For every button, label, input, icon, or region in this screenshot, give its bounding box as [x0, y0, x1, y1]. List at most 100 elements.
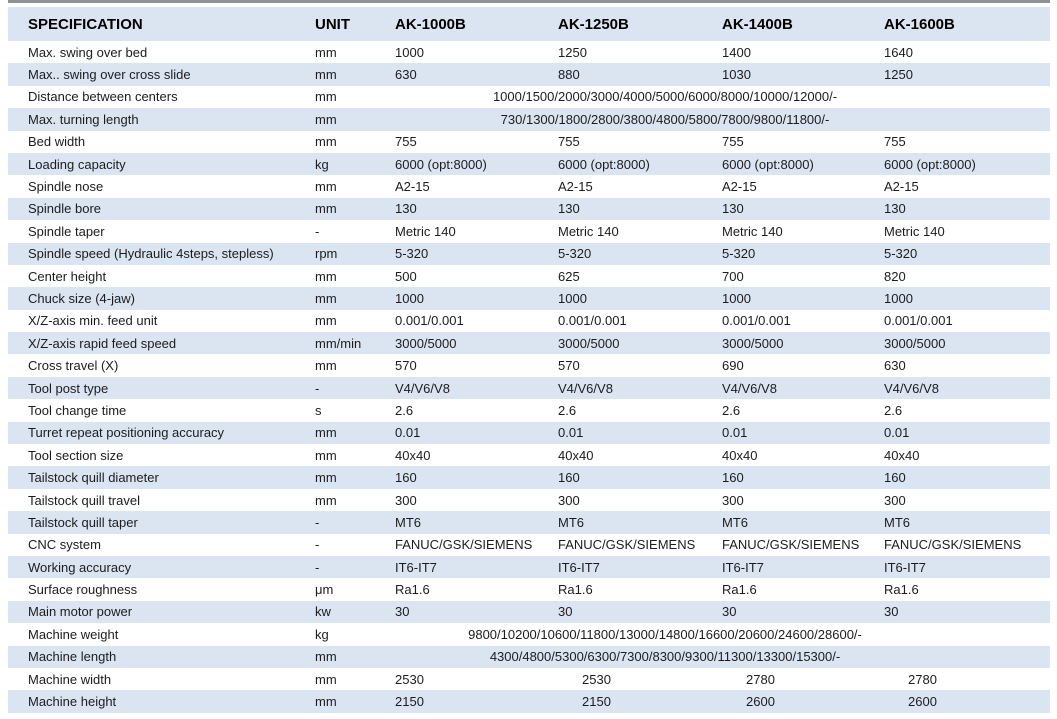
spec-label-cell: Machine width — [28, 671, 112, 687]
table-row: Tool post type - V4/V6/V8 V4/V6/V8 V4/V6/V8 V… — [8, 376, 1050, 400]
value-cell: 300 — [558, 492, 580, 508]
value-cell: FANUC/GSK/SIEMENS — [722, 537, 860, 553]
value-cell: V4/V6/V8 — [558, 380, 613, 396]
spanning-value-cell: 4300/4800/5300/6300/7300/8300/9300/11300… — [489, 649, 841, 665]
unit-cell: μm — [315, 582, 334, 598]
unit-cell: mm — [315, 134, 337, 150]
table-row: Bed width mm 755 755 755 755 — [8, 130, 1050, 153]
table-row: Tool change time s 2.6 2.6 2.6 2.6 — [8, 399, 1050, 422]
value-cell: 700 — [722, 268, 744, 284]
value-cell: 630 — [884, 358, 906, 374]
value-cell: 2530 — [395, 671, 424, 687]
value-cell: 1000 — [884, 290, 913, 306]
table-row: Machine width mm 2530 2530 2780 2780 — [8, 667, 1050, 691]
value-cell: 820 — [884, 268, 906, 284]
value-cell: IT6-IT7 — [558, 559, 600, 575]
spec-label-cell: Machine height — [28, 694, 117, 710]
table-row: X/Z-axis min. feed unit mm 0.001/0.001 0.00… — [8, 309, 1050, 333]
spec-label-cell: Center height — [28, 268, 107, 284]
value-cell: 160 — [558, 470, 580, 486]
value-cell: 300 — [722, 492, 744, 508]
value-cell: A2-15 — [395, 179, 430, 195]
spec-label-cell: Max.. swing over cross slide — [28, 67, 191, 83]
value-cell: FANUC/GSK/SIEMENS — [395, 537, 533, 553]
value-cell: Metric 140 — [558, 223, 619, 239]
unit-cell: s — [315, 402, 322, 418]
spec-label-cell: Tailstock quill travel — [28, 492, 140, 508]
value-cell: 6000 (opt:8000) — [395, 156, 487, 172]
table-row: Machine height mm 2150 2150 2600 2600 — [8, 690, 1050, 713]
value-cell: 3000/5000 — [884, 335, 946, 351]
value-cell: FANUC/GSK/SIEMENS — [884, 537, 1022, 553]
column-header-ak-1250b: AK-1250B — [558, 15, 629, 33]
column-header-specification: SPECIFICATION — [28, 15, 143, 33]
table-row: Spindle nose mm A2-15 A2-15 A2-15 A2-15 — [8, 175, 1050, 198]
value-cell: Metric 140 — [884, 223, 945, 239]
value-cell: 755 — [884, 134, 906, 150]
table-row: Tailstock quill travel mm 300 300 300 300 — [8, 488, 1050, 512]
value-cell: 40x40 — [395, 447, 431, 463]
spec-label-cell: Cross travel (X) — [28, 358, 119, 374]
table-row: Main motor power kw 30 30 30 30 — [8, 600, 1050, 624]
unit-cell: mm — [315, 67, 337, 83]
spec-label-cell: Surface roughness — [28, 582, 138, 598]
unit-cell: - — [315, 559, 320, 575]
value-cell: 690 — [722, 358, 744, 374]
table-body: Max. swing over bed mm 1000 1250 1400 1640 Max… — [8, 41, 1050, 713]
unit-cell: mm — [315, 649, 337, 665]
value-cell: IT6-IT7 — [722, 559, 764, 575]
value-cell: 40x40 — [722, 447, 758, 463]
value-cell: Ra1.6 — [884, 582, 919, 598]
table-row: Tailstock quill taper - MT6 MT6 MT6 MT6 — [8, 511, 1050, 534]
value-cell: Ra1.6 — [722, 582, 757, 598]
table-row: Tailstock quill diameter mm 160 160 160 160 — [8, 466, 1050, 489]
table-row: Max. swing over bed mm 1000 1250 1400 1640 — [8, 41, 1050, 64]
value-cell: 130 — [884, 201, 906, 217]
value-cell: 0.01 — [884, 425, 910, 441]
value-cell: 0.01 — [558, 425, 584, 441]
value-cell: Ra1.6 — [395, 582, 430, 598]
column-header-ak-1400b: AK-1400B — [722, 15, 793, 33]
value-cell: 1640 — [884, 44, 913, 60]
value-cell: V4/V6/V8 — [722, 380, 777, 396]
value-cell: 5-320 — [884, 246, 918, 262]
unit-cell: mm — [315, 290, 337, 306]
unit-cell: kw — [315, 604, 331, 620]
value-cell: 300 — [884, 492, 906, 508]
unit-cell: mm — [315, 358, 337, 374]
spec-label-cell: Spindle taper — [28, 223, 105, 239]
value-cell: 40x40 — [884, 447, 920, 463]
unit-cell: - — [315, 223, 320, 239]
table-row: Chuck size (4-jaw) mm 1000 1000 1000 1000 — [8, 287, 1050, 310]
value-cell: 0.01 — [722, 425, 748, 441]
value-cell: 3000/5000 — [722, 335, 784, 351]
unit-cell: mm — [315, 694, 337, 710]
value-cell: 1000 — [722, 290, 751, 306]
unit-cell: kg — [315, 156, 329, 172]
spec-label-cell: Max. turning length — [28, 111, 139, 127]
unit-cell: mm — [315, 492, 337, 508]
value-cell: Metric 140 — [395, 223, 456, 239]
spec-label-cell: Tool change time — [28, 402, 127, 418]
column-header-ak-1600b: AK-1600B — [884, 15, 955, 33]
value-cell: MT6 — [395, 514, 421, 530]
table-row: Turret repeat positioning accuracy mm 0.01… — [8, 421, 1050, 445]
unit-cell: mm — [315, 671, 337, 687]
value-cell: IT6-IT7 — [884, 559, 926, 575]
spec-label-cell: Tailstock quill taper — [28, 514, 138, 530]
value-cell: 2150 — [395, 694, 424, 710]
column-header-unit: UNIT — [315, 15, 350, 33]
unit-cell: - — [315, 537, 320, 553]
value-cell: 1250 — [558, 44, 587, 60]
value-cell: 625 — [558, 268, 580, 284]
value-cell: 5-320 — [395, 246, 429, 262]
table-row: Spindle bore mm 130 130 130 130 — [8, 197, 1050, 221]
unit-cell: mm — [315, 268, 337, 284]
value-cell: 2530 — [582, 671, 611, 687]
value-cell: 755 — [722, 134, 744, 150]
table-row: Cross travel (X) mm 570 570 690 630 — [8, 354, 1050, 377]
value-cell: 3000/5000 — [558, 335, 620, 351]
unit-cell: mm — [315, 44, 337, 60]
spanning-value-cell: 9800/10200/10600/11800/13000/14800/16600… — [468, 626, 862, 642]
spec-label-cell: Max. swing over bed — [28, 44, 148, 60]
